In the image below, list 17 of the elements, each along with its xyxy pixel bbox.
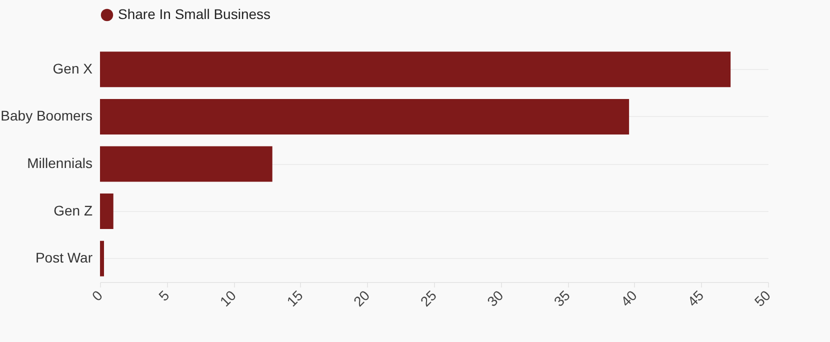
y-tick-label: Gen Z (54, 202, 93, 218)
x-tick-label: 45 (684, 286, 707, 310)
legend-label: Share In Small Business (118, 6, 271, 22)
x-tick-label: 30 (484, 286, 506, 310)
y-tick-label: Gen X (52, 60, 94, 76)
x-tick-label: 20 (350, 286, 373, 310)
x-tick-label: 50 (751, 286, 774, 310)
x-tick-label: 0 (88, 286, 106, 304)
x-tick-label: 25 (417, 286, 440, 310)
x-tick-label: 10 (216, 286, 240, 310)
x-tick-label: 40 (618, 286, 640, 310)
y-tick-label: Millennials (27, 155, 92, 171)
x-tick-label: 15 (284, 286, 306, 310)
x-tick-label: 35 (550, 286, 574, 310)
x-tick-label: 5 (155, 286, 172, 304)
y-tick-label: Baby Boomers (0, 108, 92, 124)
y-tick-label: Post War (35, 250, 93, 266)
